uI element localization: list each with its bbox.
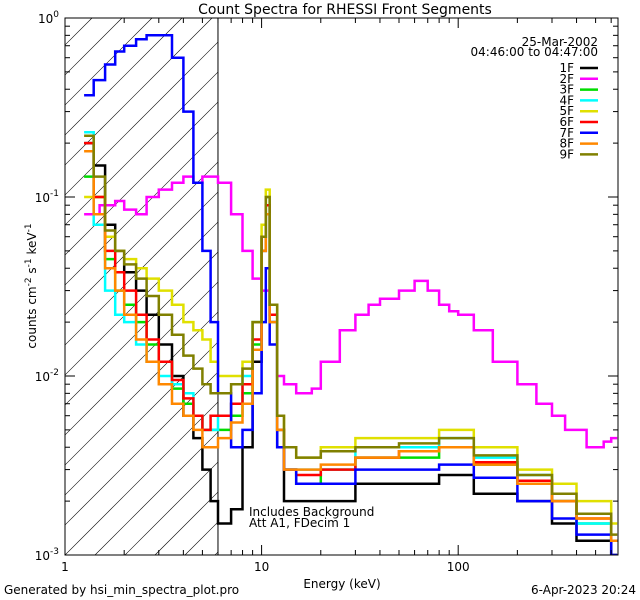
series-line-9F xyxy=(84,134,618,536)
y-tick-label: 10-3 xyxy=(35,547,59,563)
series-line-6F xyxy=(84,141,618,543)
series-line-8F xyxy=(84,150,618,543)
observation-time-range: 04:46:00 to 04:47:00 xyxy=(471,45,598,59)
hatch-line xyxy=(65,311,218,466)
hatch-line xyxy=(65,371,218,526)
axis-ticks: 1 10 100 100 10-1 10-2 10-3 xyxy=(35,10,618,574)
x-tick-label: 10 xyxy=(254,560,269,574)
plot-frame xyxy=(64,17,619,556)
y-tick-label: 10-2 xyxy=(35,368,59,384)
hatch-line xyxy=(65,18,153,106)
annotation-attenuator: Att A1, FDecim 1 xyxy=(249,516,350,530)
y-axis-label: counts cm-2 s-1 keV-1 xyxy=(24,223,39,348)
hatch-line xyxy=(65,281,218,436)
chart-title: Count Spectra for RHESSI Front Segments xyxy=(198,2,492,18)
annotation-background: Includes Background xyxy=(249,505,374,519)
hatch-line xyxy=(65,18,93,46)
x-tick-label: 100 xyxy=(447,560,470,574)
hatch-line xyxy=(365,18,640,555)
legend-label: 2F xyxy=(559,72,574,86)
y-tick-label: 100 xyxy=(38,10,59,26)
hatch-line xyxy=(65,41,218,196)
footer-timestamp: 6-Apr-2023 20:24 xyxy=(531,583,636,597)
hatch-line xyxy=(94,431,218,555)
legend-label: 6F xyxy=(559,115,574,129)
hatch-line xyxy=(635,18,640,555)
series-line-7F xyxy=(84,34,618,555)
hatch-line xyxy=(65,18,123,76)
legend-label: 4F xyxy=(559,93,574,107)
x-axis-label: Energy (keV) xyxy=(303,577,380,591)
x-tick-label: 1 xyxy=(61,560,69,574)
footer-generated-by: Generated by hsi_min_spectra_plot.pro xyxy=(4,583,239,597)
hatch-line xyxy=(65,191,218,346)
legend-label: 5F xyxy=(559,104,574,118)
hatch-line xyxy=(65,341,218,496)
hatch-line xyxy=(65,18,213,166)
hatch-line xyxy=(575,18,640,555)
series-line-2F xyxy=(84,175,618,449)
legend-label: 1F xyxy=(559,61,574,75)
observation-date: 25-Mar-2002 xyxy=(522,35,598,49)
legend-label: 3F xyxy=(559,83,574,97)
hatch-line xyxy=(335,18,640,555)
hatch-line xyxy=(65,221,218,376)
legend-label: 9F xyxy=(559,147,574,161)
series-layer xyxy=(84,34,618,555)
hatch-line xyxy=(605,18,640,555)
hatch-line xyxy=(65,401,218,555)
hatch-line xyxy=(65,101,218,256)
hatch-line xyxy=(65,251,218,406)
series-line-5F xyxy=(84,188,618,525)
hatch-line xyxy=(65,161,218,316)
legend-label: 7F xyxy=(559,126,574,140)
hatch-line xyxy=(124,461,218,555)
hatch-line xyxy=(65,18,183,136)
legend-label: 8F xyxy=(559,137,574,151)
hatch-line xyxy=(65,131,218,286)
hatch-line xyxy=(0,18,2,555)
y-tick-label: 10-1 xyxy=(35,189,59,205)
series-line-1F xyxy=(84,141,618,555)
